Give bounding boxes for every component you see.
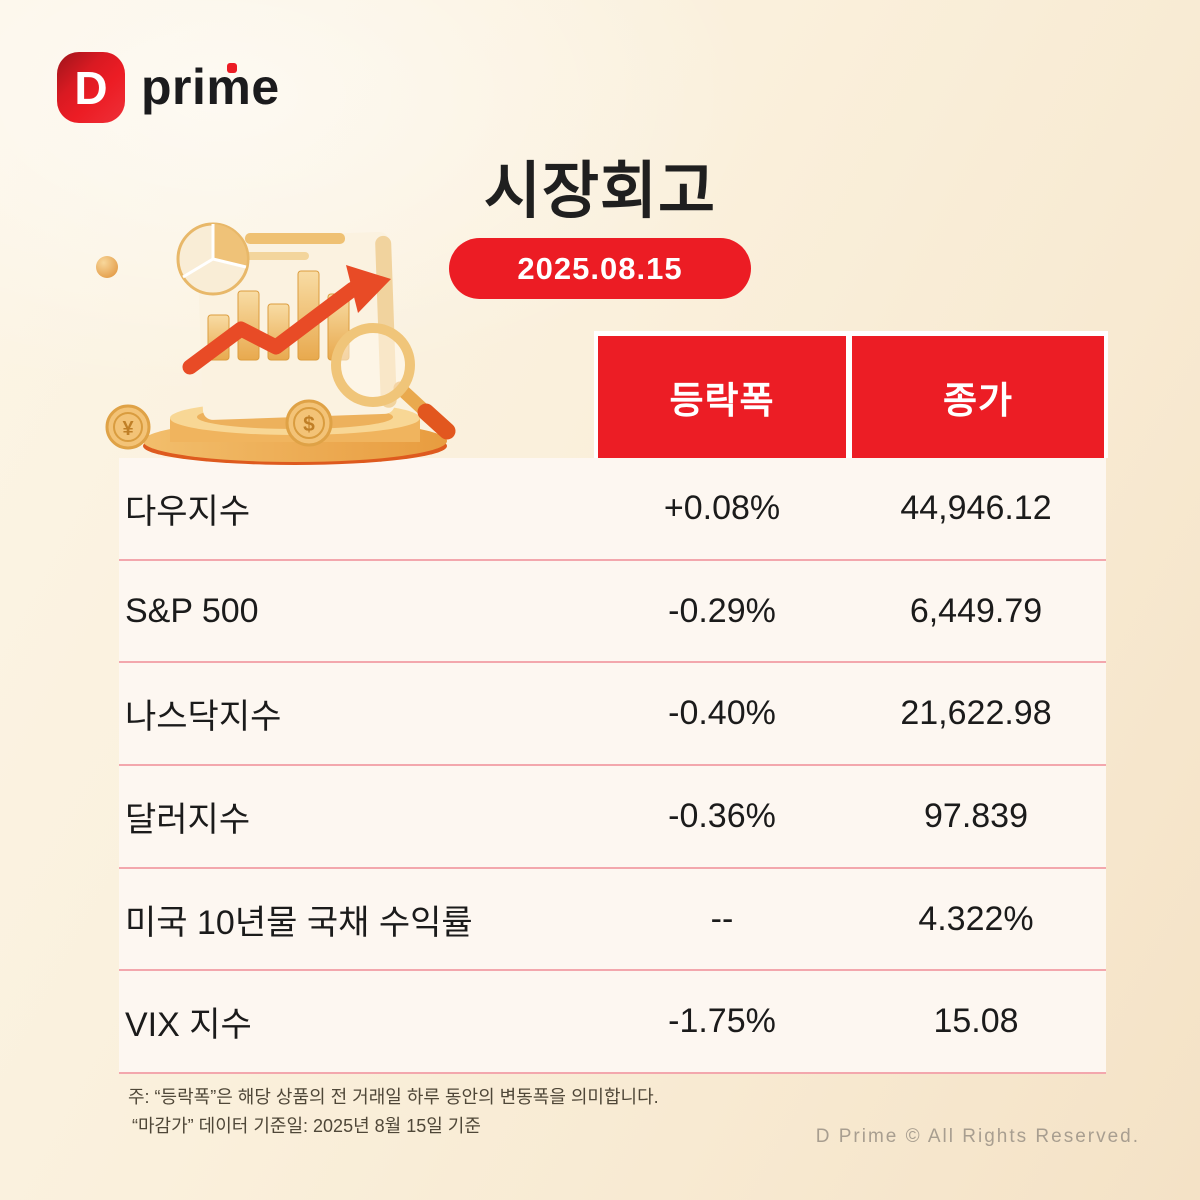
table-column-headers: 등락폭 종가 — [594, 331, 1108, 458]
row-close: 97.839 — [924, 796, 1028, 835]
date-text: 2025.08.15 — [517, 250, 683, 286]
svg-text:$: $ — [303, 413, 315, 436]
row-close: 21,622.98 — [900, 694, 1052, 733]
text-lines-icon — [245, 233, 345, 260]
logo-i-dot-icon — [227, 63, 237, 73]
row-label: 나스닥지수 — [125, 698, 282, 737]
copyright-text: D Prime © All Rights Reserved. — [815, 1126, 1140, 1147]
table-row: 미국 10년물 국채 수익률 -- 4.322% — [119, 869, 1106, 972]
row-close: 4.322% — [918, 899, 1034, 938]
d-prime-logo-icon: D — [57, 52, 125, 123]
column-header-close: 종가 — [852, 336, 1104, 458]
table-row: 다우지수 +0.08% 44,946.12 — [119, 458, 1106, 561]
brand-logo: D prime — [57, 52, 280, 123]
table-row: S&P 500 -0.29% 6,449.79 — [119, 561, 1106, 664]
footnote-line-1: 주: “등락폭”은 해당 상품의 전 거래일 하루 동안의 변동폭을 의미합니다… — [128, 1087, 659, 1107]
footnote-line-2: “마감가” 데이터 기준일: 2025년 8월 15일 기준 — [132, 1116, 481, 1136]
svg-text:¥: ¥ — [122, 418, 134, 440]
row-close: 6,449.79 — [909, 591, 1043, 630]
row-label: S&P 500 — [125, 591, 259, 630]
table-row: VIX 지수 -1.75% 15.08 — [119, 971, 1106, 1075]
footnotes: 주: “등락폭”은 해당 상품의 전 거래일 하루 동안의 변동폭을 의미합니다… — [128, 1083, 659, 1141]
row-close: 44,946.12 — [900, 488, 1052, 527]
row-change: -1.75% — [668, 1002, 776, 1041]
row-change: -- — [710, 899, 734, 938]
row-label: 미국 10년물 국채 수익률 — [125, 903, 473, 942]
row-label: VIX 지수 — [125, 1006, 252, 1045]
logo-text-wrap: prime — [141, 58, 280, 116]
logo-wordmark: prime — [141, 59, 280, 115]
market-illustration-svg: ¥ $ — [96, 222, 456, 465]
row-change: -0.40% — [668, 694, 776, 733]
sphere-decoration-icon — [96, 256, 118, 278]
row-change: -0.36% — [668, 796, 776, 835]
magnifier-icon — [331, 323, 456, 440]
table-row: 달러지수 -0.36% 97.839 — [119, 766, 1106, 869]
row-label: 다우지수 — [125, 492, 251, 531]
row-change: -0.29% — [668, 591, 776, 630]
trend-arrow-icon — [182, 265, 391, 375]
pie-chart-icon — [176, 222, 250, 296]
page-title: 시장회고 — [483, 157, 717, 226]
row-change: +0.08% — [663, 488, 781, 527]
market-illustration: ¥ $ — [95, 215, 485, 465]
market-table: 다우지수 +0.08% 44,946.12 S&P 500 -0.29% 6,4… — [119, 458, 1106, 1075]
logo-letter: D — [74, 61, 108, 114]
coin-dollar-icon: $ — [285, 399, 333, 447]
column-header-change: 등락폭 — [598, 336, 846, 458]
row-label: 달러지수 — [125, 800, 251, 839]
date-badge: 2025.08.15 — [449, 238, 751, 299]
coin-yen-icon: ¥ — [105, 404, 151, 450]
row-close: 15.08 — [933, 1002, 1019, 1041]
table-row: 나스닥지수 -0.40% 21,622.98 — [119, 663, 1106, 767]
